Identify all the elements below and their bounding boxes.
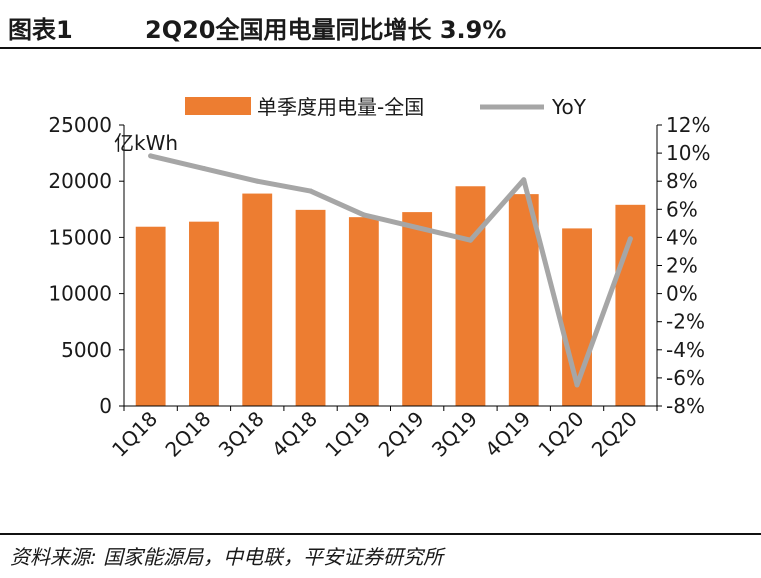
bar-2q20 bbox=[615, 204, 646, 406]
bar-1q19 bbox=[348, 217, 379, 406]
right-tick-label: 8% bbox=[666, 169, 698, 193]
x-tick-label: 3Q18 bbox=[214, 407, 269, 462]
figure-header: 图表1 2Q20全国用电量同比增长 3.9% bbox=[0, 0, 761, 50]
yoy-point-2q20 bbox=[627, 236, 633, 242]
left-tick-label: 5000 bbox=[61, 338, 112, 362]
right-tick-label: -2% bbox=[666, 310, 705, 334]
left-tick-label: 20000 bbox=[48, 169, 112, 193]
right-tick-label: 10% bbox=[666, 141, 710, 165]
bar-4q19 bbox=[508, 194, 539, 406]
header-rule bbox=[0, 47, 761, 49]
bar-1q18 bbox=[135, 226, 166, 406]
yoy-line bbox=[148, 153, 633, 388]
yoy-point-2q18 bbox=[201, 166, 207, 172]
x-tick-label: 3Q19 bbox=[427, 407, 482, 462]
source-note: 资料来源: 国家能源局，中电联，平安证券研究所 bbox=[10, 545, 444, 569]
right-tick-label: 12% bbox=[666, 113, 710, 137]
legend-bar-label: 单季度用电量-全国 bbox=[257, 95, 424, 119]
bar-2q18 bbox=[189, 221, 219, 406]
x-tick-label: 2Q20 bbox=[587, 407, 642, 462]
right-tick-label: -4% bbox=[666, 338, 705, 362]
left-tick-label: 0 bbox=[99, 394, 112, 418]
x-tick-label: 1Q19 bbox=[320, 407, 375, 462]
yoy-point-1q19 bbox=[361, 212, 367, 218]
right-tick-label: -8% bbox=[666, 394, 705, 418]
legend-line-label: YoY bbox=[551, 95, 587, 119]
x-tick-label: 2Q18 bbox=[160, 407, 215, 462]
yoy-point-2q19 bbox=[414, 225, 420, 231]
left-tick-label: 10000 bbox=[48, 282, 112, 306]
yoy-point-4q18 bbox=[308, 188, 314, 194]
left-tick-label: 25000 bbox=[48, 113, 112, 137]
footer-rule bbox=[0, 533, 761, 535]
yoy-point-3q18 bbox=[254, 178, 260, 184]
x-tick-label: 4Q19 bbox=[480, 407, 535, 462]
right-tick-label: 6% bbox=[666, 197, 698, 221]
yoy-point-3q19 bbox=[467, 237, 473, 243]
figure-label: 图表1 bbox=[8, 16, 73, 44]
right-tick-label: 0% bbox=[666, 282, 698, 306]
right-tick-label: 4% bbox=[666, 225, 698, 249]
x-tick-label: 4Q18 bbox=[267, 407, 322, 462]
legend-bar-swatch bbox=[185, 97, 251, 115]
bar-3q19 bbox=[455, 186, 486, 406]
right-tick-label: 2% bbox=[666, 254, 698, 278]
x-tick-label: 1Q18 bbox=[107, 407, 162, 462]
bar-3q18 bbox=[242, 193, 273, 406]
chart: 0 5000 10000 15000 20000 25000 -8% -6% -4% -2% 0% 2… bbox=[48, 95, 710, 462]
yoy-point-1q18 bbox=[148, 153, 154, 159]
right-tick-label: -6% bbox=[666, 366, 705, 390]
left-tick-label: 15000 bbox=[48, 225, 112, 249]
yoy-point-1q20 bbox=[574, 382, 580, 388]
bar-2q19 bbox=[402, 212, 433, 406]
bar-4q18 bbox=[295, 209, 326, 406]
figure-title: 2Q20全国用电量同比增长 3.9% bbox=[145, 16, 507, 44]
yoy-point-4q19 bbox=[521, 177, 527, 183]
x-tick-label: 1Q20 bbox=[533, 407, 588, 462]
y-axis-unit: 亿kWh bbox=[114, 131, 178, 155]
x-tick-label: 2Q19 bbox=[374, 407, 429, 462]
